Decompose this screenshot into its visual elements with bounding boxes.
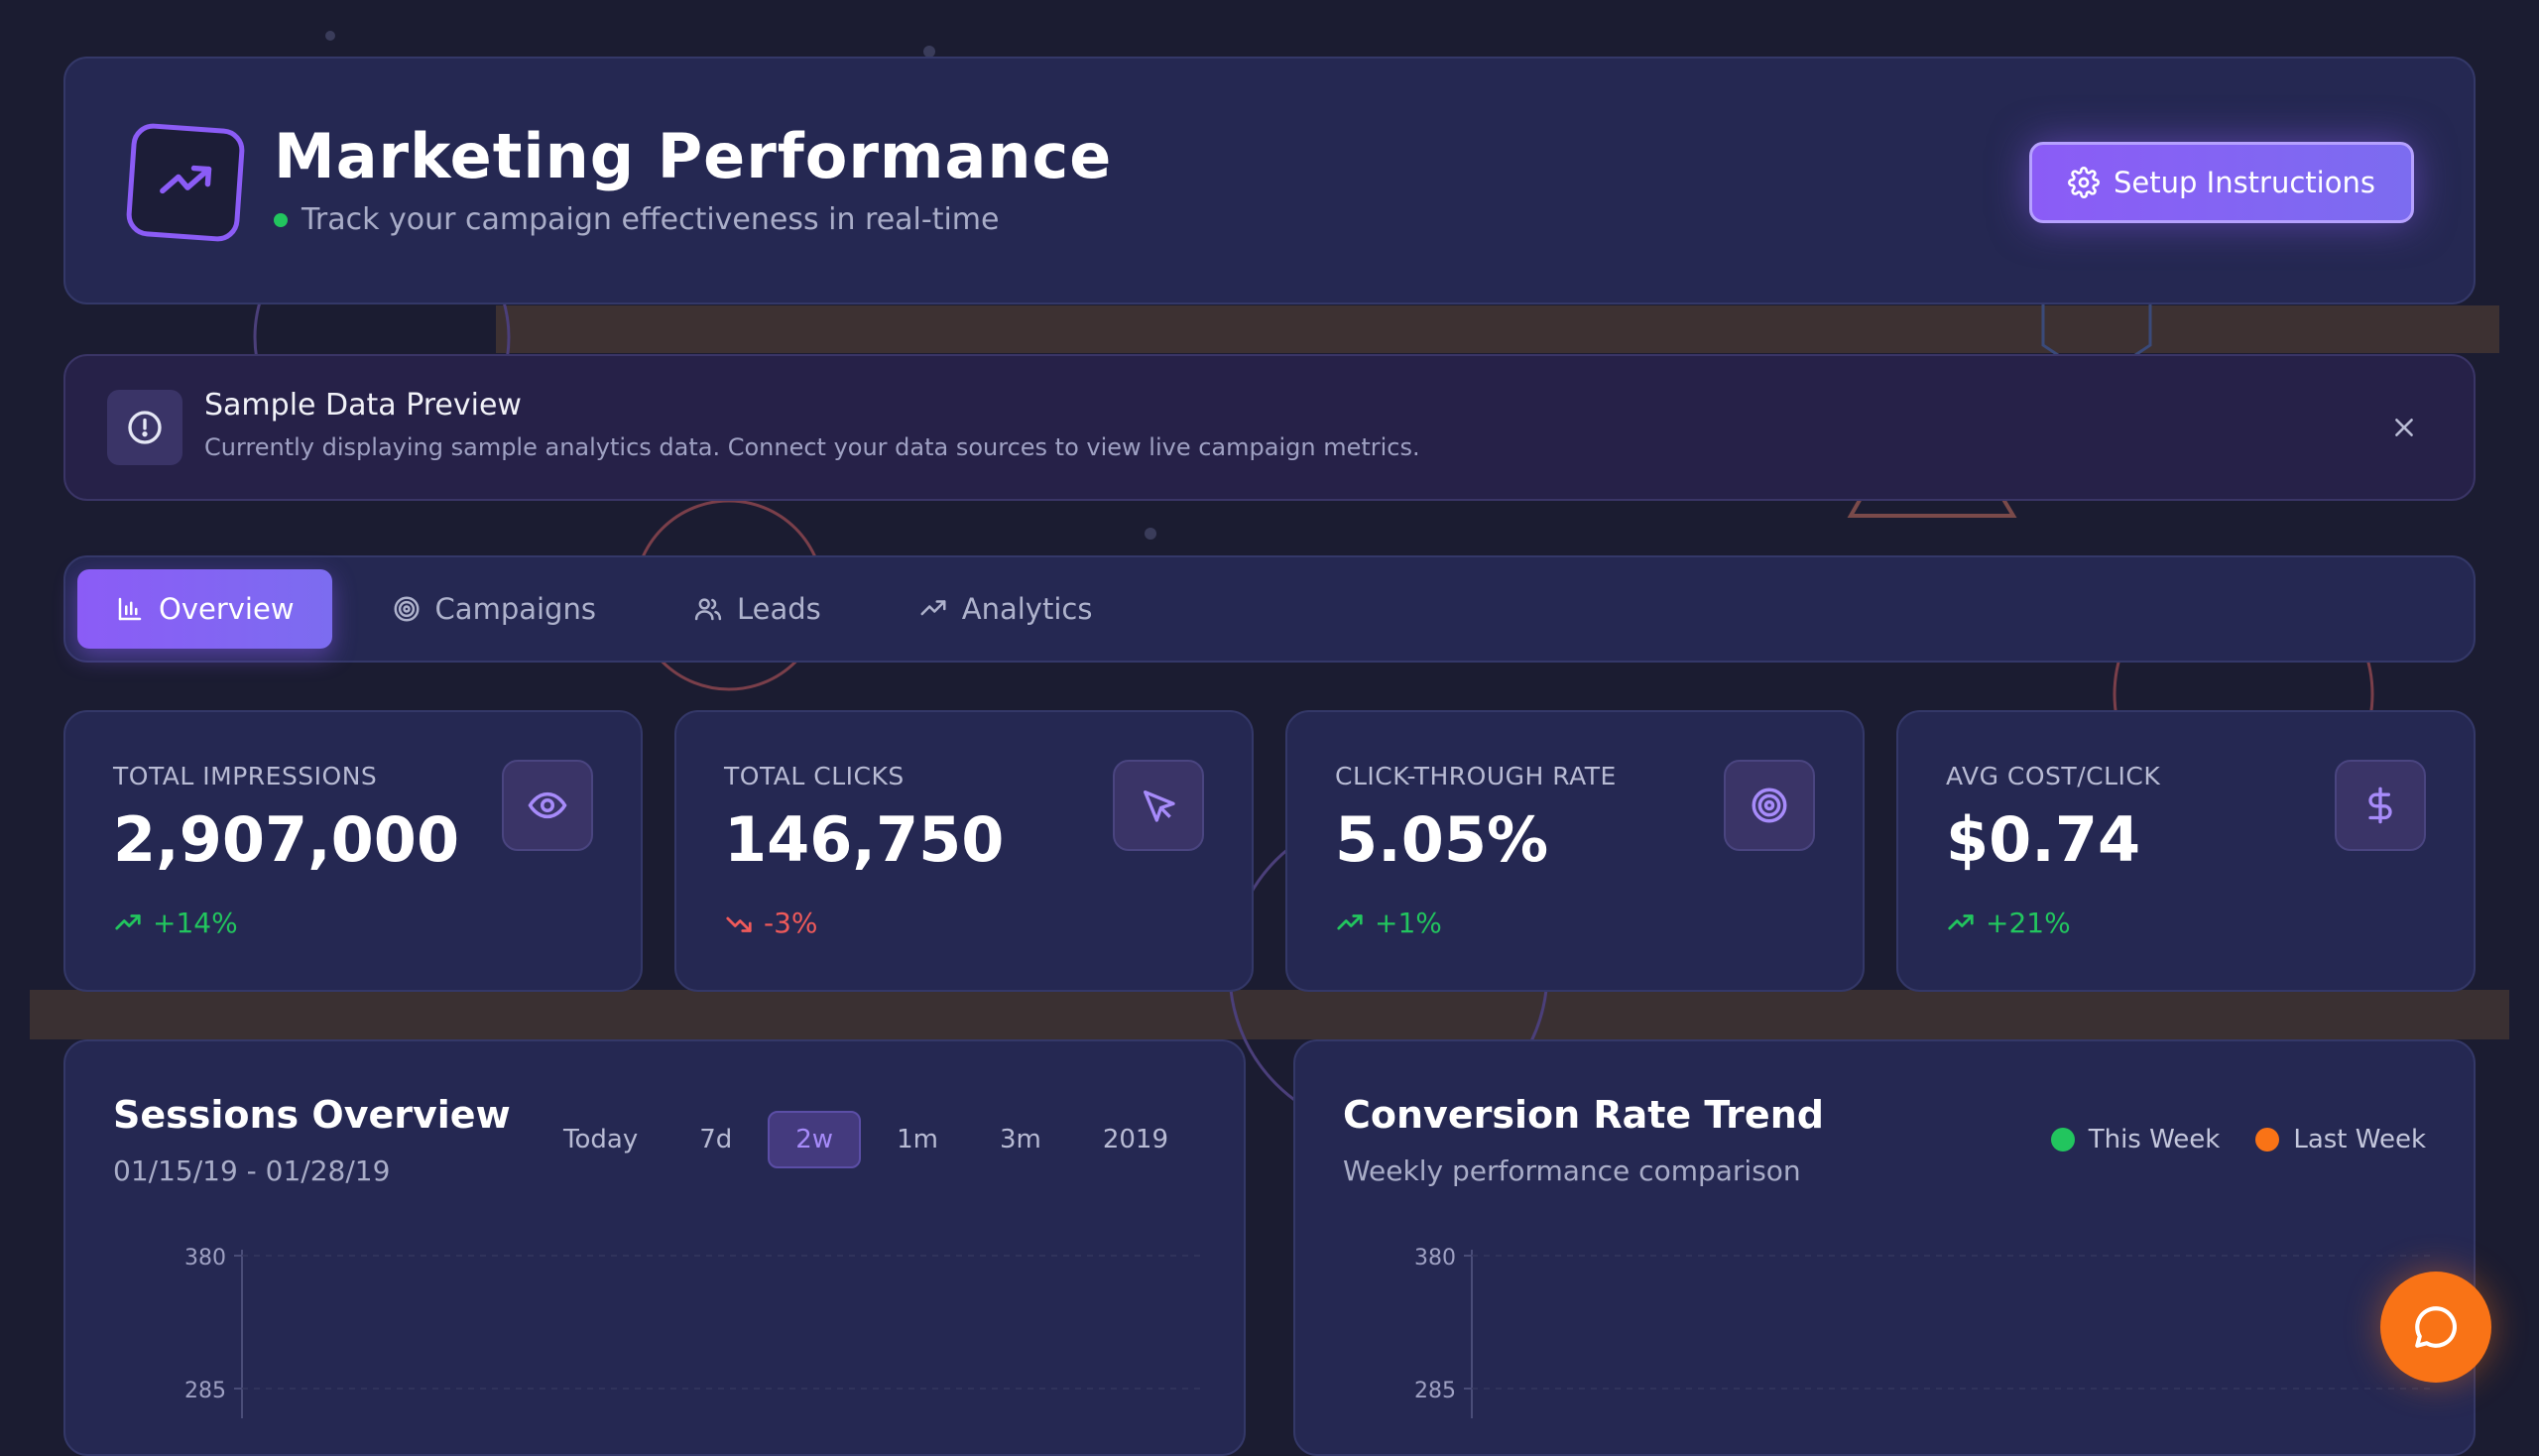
legend-dot: [2255, 1128, 2280, 1152]
stat-icon-box: [1113, 760, 1204, 851]
header-card: Marketing Performance Track your campaig…: [63, 57, 2476, 304]
legend-label: This Week: [2088, 1125, 2221, 1154]
tab-campaigns-label: Campaigns: [434, 592, 596, 626]
stat-change-value: +21%: [1986, 907, 2071, 939]
stat-icon-box: [502, 760, 593, 851]
legend-label: Last Week: [2293, 1125, 2426, 1154]
range-selector: Today 7d 2w 1m 3m 2019: [538, 1111, 1194, 1168]
trending-up-icon: [1948, 913, 1974, 929]
stat-change-value: -3%: [764, 907, 818, 939]
live-status-dot: [274, 212, 288, 227]
sessions-date-range: 01/15/19 - 01/28/19: [113, 1154, 391, 1187]
trending-up-icon: [160, 165, 212, 194]
stat-change: +14%: [113, 907, 238, 939]
range-today[interactable]: Today: [563, 1125, 639, 1154]
stat-change: +21%: [1946, 907, 2071, 939]
legend-this-week: This Week: [2050, 1125, 2221, 1154]
stat-value: 146,750: [724, 803, 1005, 876]
y-tick-label: 380: [184, 1246, 226, 1271]
chat-icon: [2415, 1306, 2457, 1348]
trending-down-icon: [726, 916, 752, 932]
stat-change: +1%: [1335, 907, 1442, 939]
cursor-icon: [1144, 790, 1175, 822]
logo: [125, 122, 246, 243]
page-title: Marketing Performance: [274, 120, 1113, 192]
stat-label: AVG COST/CLICK: [1946, 762, 2161, 790]
sample-data-banner: Sample Data Preview Currently displaying…: [63, 354, 2476, 501]
conversion-title: Conversion Rate Trend: [1343, 1093, 1824, 1137]
range-2019[interactable]: 2019: [1102, 1125, 1168, 1154]
users-icon: [694, 598, 722, 621]
tab-leads-label: Leads: [736, 592, 821, 626]
setup-instructions-button[interactable]: Setup Instructions: [2029, 142, 2414, 223]
sessions-title: Sessions Overview: [113, 1093, 511, 1137]
range-3m[interactable]: 3m: [999, 1125, 1041, 1154]
stat-label: TOTAL IMPRESSIONS: [113, 762, 378, 790]
sessions-chart-axes: 380 285: [184, 1246, 1206, 1418]
conversion-trend-card: Conversion Rate Trend Weekly performance…: [1293, 1039, 2476, 1456]
stat-change-value: +14%: [153, 907, 238, 939]
stat-card-impressions: TOTAL IMPRESSIONS 2,907,000 +14%: [63, 710, 643, 992]
eye-icon: [528, 791, 567, 819]
stat-card-clicks: TOTAL CLICKS 146,750 -3%: [674, 710, 1254, 992]
bar-chart-icon: [118, 597, 142, 621]
stat-card-ctr: CLICK-THROUGH RATE 5.05% +1%: [1285, 710, 1865, 992]
trending-up-icon: [115, 913, 141, 929]
tab-overview[interactable]: Overview: [77, 569, 332, 649]
page-subtitle: Track your campaign effectiveness in rea…: [274, 202, 999, 237]
tab-analytics[interactable]: Analytics: [881, 569, 1131, 649]
subtitle-text: Track your campaign effectiveness in rea…: [302, 202, 1000, 237]
conversion-chart-axes: 380 285: [1414, 1246, 2436, 1418]
range-7d[interactable]: 7d: [699, 1125, 733, 1154]
banner-title: Sample Data Preview: [204, 388, 522, 423]
alert-circle-icon: [128, 411, 162, 444]
stat-value: $0.74: [1946, 803, 2141, 876]
tab-analytics-label: Analytics: [961, 592, 1093, 626]
sessions-overview-card: Sessions Overview 01/15/19 - 01/28/19 To…: [63, 1039, 1246, 1456]
banner-icon-box: [107, 390, 182, 465]
stat-label: TOTAL CLICKS: [724, 762, 905, 790]
close-banner-button[interactable]: [2384, 408, 2424, 447]
stat-icon-box: [2335, 760, 2426, 851]
chart-legend: This Week Last Week: [2050, 1125, 2426, 1154]
stat-icon-box: [1724, 760, 1815, 851]
range-2w[interactable]: 2w: [768, 1111, 862, 1168]
stat-change: -3%: [724, 907, 818, 939]
stat-value: 2,907,000: [113, 803, 460, 876]
y-tick-label: 380: [1414, 1246, 1456, 1271]
stat-card-cost-per-click: AVG COST/CLICK $0.74 +21%: [1896, 710, 2476, 992]
tab-leads[interactable]: Leads: [656, 569, 859, 649]
dollar-icon: [2368, 787, 2392, 824]
tab-bar: Overview Campaigns Leads Analytics: [63, 555, 2476, 663]
close-icon: [2395, 419, 2413, 436]
tab-campaigns[interactable]: Campaigns: [354, 569, 634, 649]
y-tick-label: 285: [1414, 1379, 1456, 1403]
legend-last-week: Last Week: [2255, 1125, 2426, 1154]
gear-icon: [2068, 167, 2100, 198]
conversion-subtitle: Weekly performance comparison: [1343, 1154, 1801, 1187]
tab-overview-label: Overview: [159, 592, 295, 626]
stat-label: CLICK-THROUGH RATE: [1335, 762, 1617, 790]
range-1m[interactable]: 1m: [897, 1125, 938, 1154]
legend-dot: [2050, 1128, 2075, 1152]
trending-up-icon: [1337, 913, 1363, 929]
setup-button-label: Setup Instructions: [2114, 166, 2375, 199]
target-icon: [394, 596, 420, 622]
chat-button[interactable]: [2380, 1272, 2491, 1383]
stat-change-value: +1%: [1375, 907, 1442, 939]
trending-up-icon: [920, 600, 946, 616]
stat-value: 5.05%: [1335, 803, 1549, 876]
banner-text: Currently displaying sample analytics da…: [204, 433, 1420, 461]
y-tick-label: 285: [184, 1379, 226, 1403]
target-icon: [1752, 788, 1787, 823]
